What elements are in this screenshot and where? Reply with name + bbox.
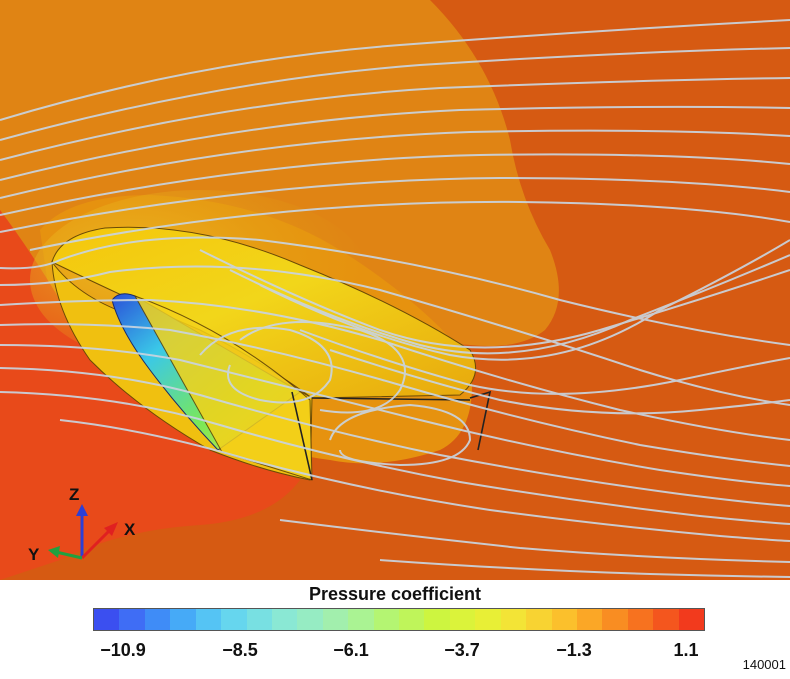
colorbar-segment (399, 609, 425, 630)
colorbar-segment (449, 609, 476, 630)
y-axis-line (55, 550, 83, 560)
vortex-loop (199, 326, 333, 404)
colorbar-segment (221, 609, 247, 630)
streamline (0, 129, 790, 199)
colorbar-tick-label: 1.1 (673, 640, 699, 660)
colorbar-segment (246, 609, 272, 630)
vortex-loop (329, 403, 472, 467)
streamline (0, 47, 790, 141)
figure-id: 140001 (742, 657, 786, 672)
flow-visualization: Z X Y (0, 0, 790, 580)
colorbar-segment (424, 609, 450, 630)
y-axis-arrow (48, 546, 60, 558)
streamline (259, 239, 790, 361)
colorbar-segment (577, 609, 603, 630)
streamline (0, 105, 790, 181)
colorbar-segment (119, 609, 145, 630)
colorbar-tick-label: −8.5 (222, 640, 258, 660)
streamline (0, 19, 790, 121)
colorbar-segment (627, 609, 654, 630)
colorbar-tick-label: −10.9 (100, 640, 146, 660)
streamline (229, 254, 790, 355)
streamline (199, 249, 790, 349)
streamlines (0, 19, 790, 578)
colorbar-segment (271, 609, 298, 630)
colorbar-segment (653, 609, 679, 630)
colorbar-segment (322, 609, 349, 630)
colorbar-segment (551, 609, 578, 630)
colorbar-tick-label: −3.7 (444, 640, 480, 660)
streamline (299, 329, 790, 395)
streamline (329, 349, 790, 415)
streamline (379, 559, 790, 578)
x-axis-line (80, 526, 114, 560)
y-axis-label: Y (28, 545, 40, 564)
colorbar-segment (373, 609, 400, 630)
streamline (0, 391, 790, 525)
streamline (0, 323, 790, 467)
streamline (0, 298, 790, 441)
streamline (29, 200, 790, 251)
streamline (0, 367, 790, 507)
colorbar-segment (602, 609, 628, 630)
colorbar-segment (526, 609, 552, 630)
colorbar-segment (297, 609, 323, 630)
colorbar-segment (195, 609, 222, 630)
z-axis-arrow (76, 504, 88, 516)
colorbar-segment (144, 609, 171, 630)
high-pressure-region (0, 210, 300, 580)
streamline (59, 419, 790, 542)
streamline (279, 519, 790, 563)
colorbar-segment (94, 609, 120, 630)
streamline (0, 153, 790, 216)
colorbar-segment (500, 609, 527, 630)
colorbar (93, 608, 705, 631)
streamline (0, 236, 790, 346)
colorbar-segment (678, 609, 705, 630)
x-axis-arrow (104, 522, 118, 536)
streamline (0, 77, 790, 161)
legend-title: Pressure coefficient (308, 584, 482, 604)
z-axis-label: Z (69, 485, 79, 504)
colorbar-segment (170, 609, 196, 630)
wing-panel (133, 295, 313, 481)
colorbar-segment (348, 609, 374, 630)
colorbar-segment (475, 609, 501, 630)
streamline (0, 344, 790, 487)
streamline (0, 176, 790, 233)
x-axis-label: X (124, 520, 136, 539)
vortex-loop (239, 321, 406, 414)
colorbar-tick-label: −1.3 (556, 640, 592, 660)
colorbar-tick-label: −6.1 (333, 640, 369, 660)
axes-triad: Z X Y (28, 485, 136, 564)
